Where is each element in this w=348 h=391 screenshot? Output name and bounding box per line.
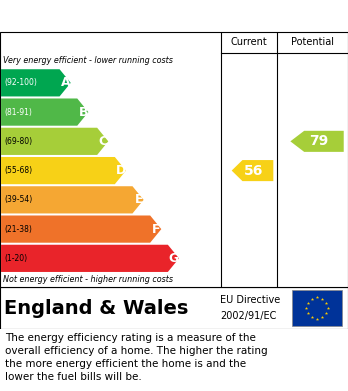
Text: (81-91): (81-91) [4,108,32,117]
Polygon shape [1,128,108,155]
Text: Not energy efficient - higher running costs: Not energy efficient - higher running co… [3,276,174,285]
Polygon shape [1,69,71,97]
Text: lower the fuel bills will be.: lower the fuel bills will be. [5,372,142,382]
Text: Current: Current [230,38,267,47]
Text: the more energy efficient the home is and the: the more energy efficient the home is an… [5,359,246,369]
Text: The energy efficiency rating is a measure of the: The energy efficiency rating is a measur… [5,333,256,343]
Text: (69-80): (69-80) [4,137,32,146]
Polygon shape [1,157,126,184]
Text: 79: 79 [309,135,328,148]
Text: (1-20): (1-20) [4,254,27,263]
Text: EU Directive: EU Directive [220,296,280,305]
Text: Energy Efficiency Rating: Energy Efficiency Rating [7,9,217,25]
Text: (55-68): (55-68) [4,166,32,175]
Text: G: G [169,252,179,265]
Polygon shape [1,99,88,126]
Text: A: A [61,76,71,89]
Polygon shape [1,186,144,213]
Text: Potential: Potential [291,38,334,47]
Text: (92-100): (92-100) [4,78,37,87]
Text: (21-38): (21-38) [4,224,32,233]
Text: 2002/91/EC: 2002/91/EC [220,310,276,321]
Text: C: C [99,135,108,148]
Text: (39-54): (39-54) [4,196,32,204]
Text: D: D [116,164,126,177]
Polygon shape [232,160,273,181]
Polygon shape [1,245,179,272]
Text: F: F [152,222,160,236]
Polygon shape [1,215,161,243]
Text: England & Wales: England & Wales [4,298,188,317]
Text: B: B [79,106,88,118]
Bar [292,290,342,326]
Polygon shape [290,131,344,152]
Text: overall efficiency of a home. The higher the rating: overall efficiency of a home. The higher… [5,346,268,356]
Text: Very energy efficient - lower running costs: Very energy efficient - lower running co… [3,56,173,65]
Text: E: E [134,193,143,206]
Text: 56: 56 [244,163,263,178]
